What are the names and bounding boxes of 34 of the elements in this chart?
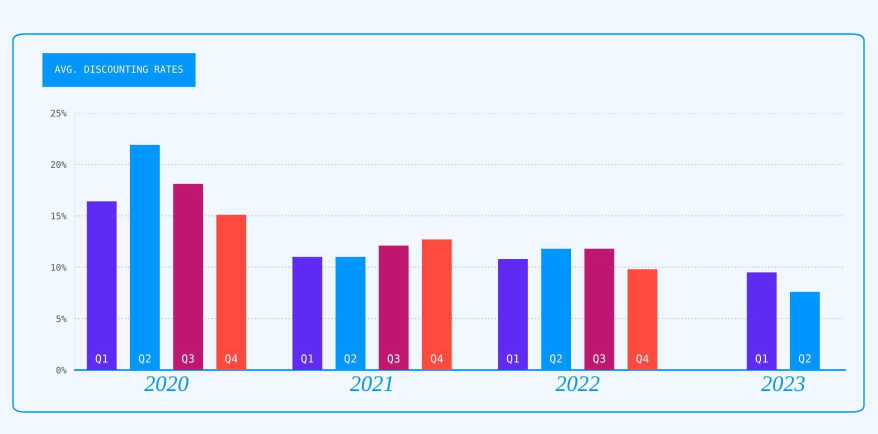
text: Q4 [636, 354, 649, 364]
chart-title: AVG. DISCOUNTING RATES [54, 65, 183, 73]
y-tick-label: 5% [56, 315, 67, 322]
bar [422, 239, 452, 370]
text: Q1 [301, 354, 314, 364]
series-label: Q1 [96, 354, 108, 364]
text: Q4 [430, 354, 444, 364]
text: Q2 [798, 354, 811, 364]
bar [86, 201, 117, 370]
x-tick-label: 2022 [556, 376, 600, 392]
bar [292, 256, 322, 370]
series-label: Q2 [138, 354, 151, 364]
text: Q1 [506, 354, 519, 364]
bar [173, 184, 203, 370]
text: Q3 [388, 354, 400, 364]
y-tick-label: 25% [51, 110, 67, 117]
bar [216, 214, 246, 370]
text: Q2 [344, 354, 356, 364]
bar [378, 246, 409, 370]
x-tick-label: 2023 [761, 376, 805, 392]
bar [584, 248, 614, 370]
series-label: Q3 [182, 354, 194, 364]
bar [628, 269, 658, 370]
y-tick-label: 10% [51, 264, 67, 271]
bar [498, 258, 528, 370]
text: Q3 [593, 354, 606, 364]
y-tick-label: 20% [51, 161, 67, 168]
series-label: Q4 [225, 354, 238, 364]
x-tick-label: 2020 [144, 376, 188, 392]
text: Q1 [756, 354, 768, 364]
y-tick-label: 0% [56, 366, 67, 374]
text: Q2 [550, 354, 562, 364]
x-tick-label: 2021 [350, 376, 392, 392]
y-tick-label: 15% [51, 212, 67, 220]
